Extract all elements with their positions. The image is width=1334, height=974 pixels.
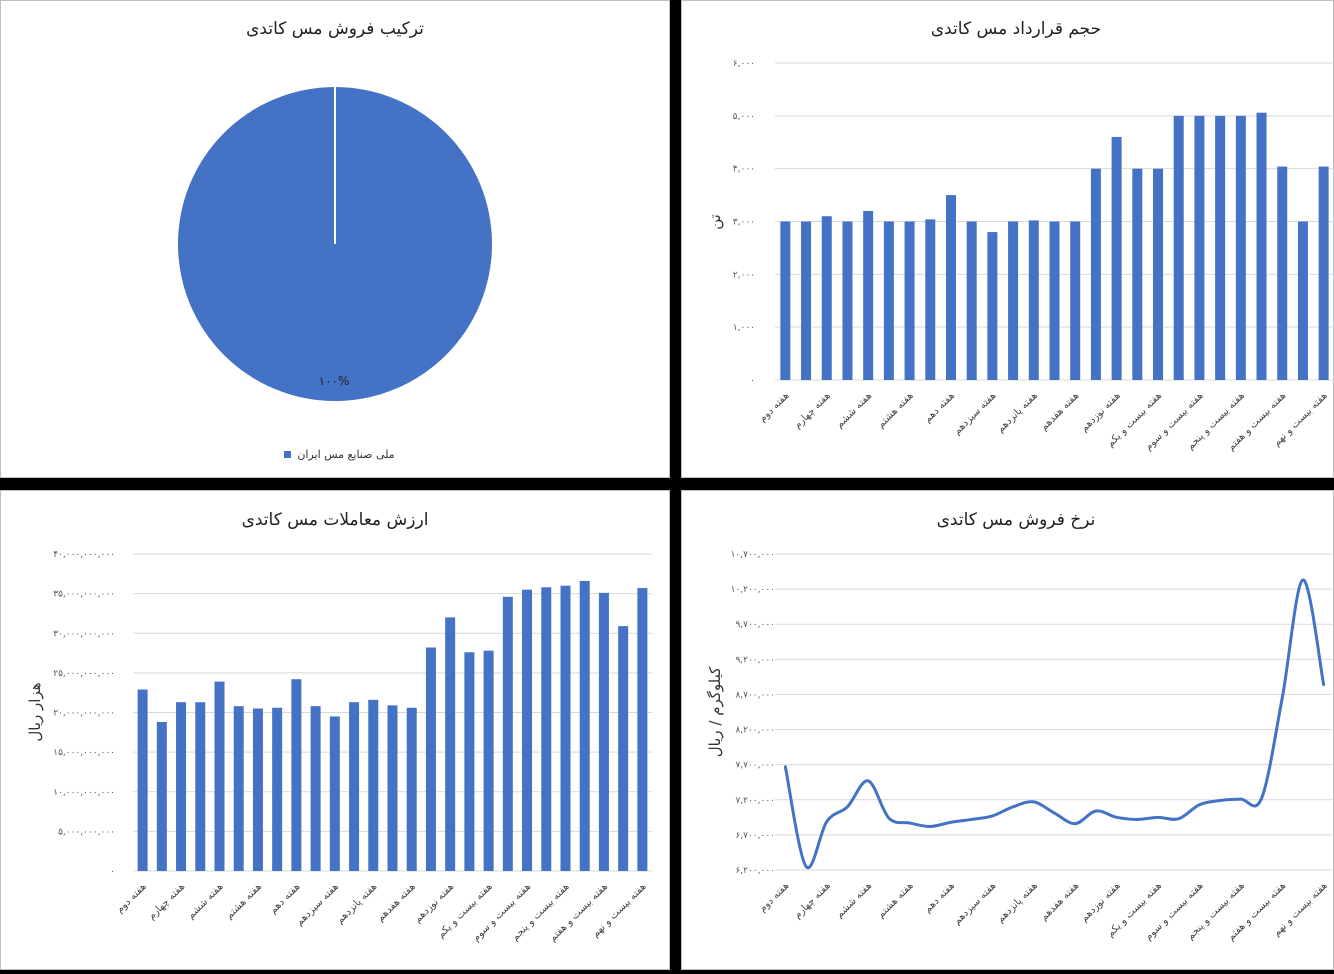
volume-y-tick-label: ۴,۰۰۰ [733,165,755,175]
volume-bar [884,222,894,381]
volume-bar [842,222,852,381]
volume-title: حجم قرارداد مس کاتدی [931,19,1101,39]
value-y-tick-label: ۵,۰۰۰,۰۰۰,۰۰۰ [58,827,115,837]
volume-bar [801,222,811,381]
value-y-tick-label: ۳۰,۰۰۰,۰۰۰,۰۰۰ [53,629,115,639]
value-bar [195,702,205,871]
volume-y-tick-label: ۳,۰۰۰ [733,218,755,228]
volume-bar [1070,222,1080,381]
value-bar [407,708,417,871]
volume-y-axis-title: تن [706,214,724,230]
value-bar [484,651,494,871]
value-y-tick-label: ۳۵,۰۰۰,۰۰۰,۰۰۰ [53,590,115,600]
price-y-tick-label: ۸,۲۰۰,۰۰۰ [735,726,775,736]
legend-swatch [284,451,291,458]
price-y-tick-label: ۹,۷۰۰,۰۰۰ [735,620,775,630]
volume-bar [1194,116,1204,380]
volume-bar [1008,222,1018,381]
value-y-tick-label: ۲۰,۰۰۰,۰۰۰,۰۰۰ [53,709,115,719]
volume-y-tick-label: ۰ [750,376,755,386]
value-y-axis-title: هزار ریال [26,682,44,741]
price-y-tick-label: ۷,۲۰۰,۰۰۰ [735,796,775,806]
volume-bar [1257,113,1267,380]
volume-bar [967,222,977,381]
value-bar [368,700,378,871]
volume-bar [1091,169,1101,380]
volume-y-tick-label: ۵,۰۰۰ [733,112,755,122]
value-bar [291,679,301,871]
price-y-tick-label: ۱۰,۲۰۰,۰۰۰ [731,585,775,595]
value-bar [618,626,628,871]
value-y-tick-label: ۱۵,۰۰۰,۰۰۰,۰۰۰ [53,748,115,758]
volume-bar [1050,222,1060,381]
value-y-tick-label: ۰ [110,867,115,877]
price-y-tick-label: ۸,۷۰۰,۰۰۰ [735,690,775,700]
volume-bar [1298,222,1308,381]
price-title: نرخ فروش مس کاتدی [937,510,1096,530]
price-y-axis-title: کیلوگرم / ریال [706,666,724,757]
value-bar [330,716,340,871]
volume-y-tick-label: ۱,۰۰۰ [733,323,755,333]
value-bar [541,587,551,871]
volume-bar [822,216,832,380]
volume-bar [1112,137,1122,380]
value-title: ارزش معاملات مس کاتدی [242,510,429,530]
price-y-tick-label: ۷,۷۰۰,۰۰۰ [735,761,775,771]
value-y-tick-label: ۱۰,۰۰۰,۰۰۰,۰۰۰ [53,788,115,798]
value-bar [445,617,455,871]
volume-bar [925,219,935,380]
value-bar [176,702,186,871]
volume-bar [987,232,997,380]
volume-bar [1215,116,1225,380]
value-bar [464,652,474,871]
price-y-tick-label: ۶,۷۰۰,۰۰۰ [735,831,775,841]
value-bar [637,588,647,871]
volume-bar [1236,116,1246,380]
value-bar [157,722,167,871]
value-y-tick-label: ۴۰,۰۰۰,۰۰۰,۰۰۰ [53,550,115,560]
value-bar [503,597,513,871]
value-y-tick-label: ۲۵,۰۰۰,۰۰۰,۰۰۰ [53,669,115,679]
volume-bar [1174,116,1184,380]
value-bar [138,690,148,871]
volume-y-tick-label: ۲,۰۰۰ [733,270,755,280]
value-bar [561,586,571,871]
value-bar [522,590,532,871]
volume-bar [1132,169,1142,380]
value-bar [426,648,436,871]
value-bar [272,708,282,871]
volume-bar [1029,220,1039,380]
volume-bar [1153,169,1163,380]
volume-bar [905,222,915,381]
price-y-tick-label: ۱۰,۷۰۰,۰۰۰ [731,550,775,560]
value-bar [388,705,398,871]
volume-y-tick-label: ۶,۰۰۰ [733,59,755,69]
legend-label: ملی صنایع مس ایران [297,448,394,461]
value-bar [580,581,590,871]
pie-title: ترکیب فروش مس کاتدی [246,19,424,39]
value-bar [253,709,263,871]
value-bar [599,593,609,871]
volume-bar [780,222,790,381]
value-bar [234,706,244,871]
price-y-tick-label: ۶,۲۰۰,۰۰۰ [735,866,775,876]
value-bar [215,682,225,871]
volume-bar [1319,167,1329,380]
volume-bar [1277,167,1287,380]
value-bar [349,702,359,871]
volume-bar [946,195,956,380]
value-bar [311,706,321,871]
volume-bar [863,211,873,380]
pie-data-label: ۱۰۰% [319,374,350,388]
price-y-tick-label: ۹,۲۰۰,۰۰۰ [735,655,775,665]
